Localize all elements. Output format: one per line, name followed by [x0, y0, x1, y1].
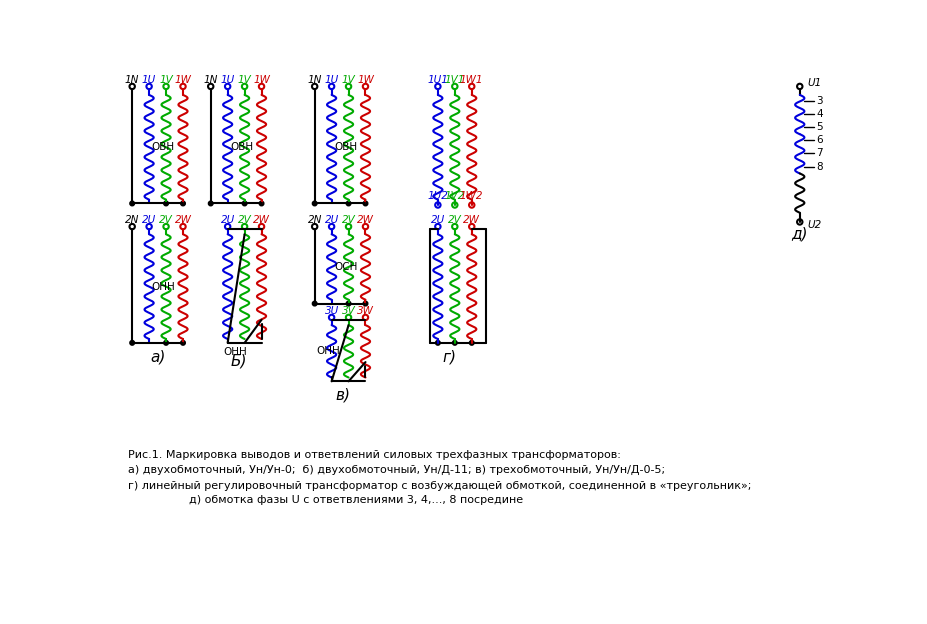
Circle shape: [312, 201, 317, 206]
Text: 1V: 1V: [341, 76, 355, 85]
Circle shape: [163, 341, 168, 345]
Text: 1W: 1W: [357, 76, 374, 85]
Text: 2V: 2V: [448, 215, 462, 225]
Circle shape: [469, 341, 474, 345]
Text: 2U: 2U: [324, 215, 338, 225]
Text: 2N: 2N: [125, 215, 139, 225]
Circle shape: [452, 341, 457, 345]
Text: 1V2: 1V2: [444, 191, 464, 201]
Text: ОСН: ОСН: [334, 262, 357, 272]
Text: 5: 5: [816, 122, 822, 132]
Circle shape: [130, 201, 134, 206]
Text: 2W: 2W: [174, 215, 191, 225]
Text: 3V: 3V: [341, 306, 355, 316]
Text: 1U: 1U: [221, 76, 235, 85]
Text: 1U: 1U: [324, 76, 338, 85]
Circle shape: [181, 341, 185, 345]
Text: 7: 7: [816, 149, 822, 158]
Text: д): д): [791, 227, 807, 241]
Text: ОВН: ОВН: [334, 142, 357, 152]
Circle shape: [435, 341, 439, 345]
Text: а) двухобмоточный, Ун/Ун-0;  б) двухобмоточный, Ун/Д-11; в) трехобмоточный, Ун/У: а) двухобмоточный, Ун/Ун-0; б) двухобмот…: [127, 466, 664, 475]
Circle shape: [242, 201, 247, 206]
Text: ОНН: ОНН: [223, 347, 248, 357]
Circle shape: [181, 201, 185, 206]
Circle shape: [362, 301, 367, 306]
Text: ОВН: ОВН: [151, 142, 174, 152]
Text: 1N: 1N: [307, 76, 322, 85]
Text: Б): Б): [231, 354, 248, 369]
Text: 1N: 1N: [203, 76, 218, 85]
Text: д) обмотка фазы U с ответвлениями 3, 4,..., 8 посредине: д) обмотка фазы U с ответвлениями 3, 4,.…: [189, 495, 523, 505]
Text: 8: 8: [816, 162, 822, 172]
Text: 1U2: 1U2: [427, 191, 448, 201]
Text: U2: U2: [806, 220, 820, 230]
Text: 6: 6: [816, 135, 822, 145]
Text: в): в): [336, 388, 350, 402]
Text: 2V: 2V: [237, 215, 251, 225]
Circle shape: [163, 201, 168, 206]
Text: 1W: 1W: [253, 76, 270, 85]
Text: 2U: 2U: [142, 215, 156, 225]
Circle shape: [130, 341, 134, 345]
Circle shape: [346, 301, 350, 306]
Text: 1V: 1V: [237, 76, 251, 85]
Text: ОНН: ОНН: [316, 346, 339, 356]
Text: Рис.1. Маркировка выводов и ответвлений силовых трехфазных трансформаторов:: Рис.1. Маркировка выводов и ответвлений …: [127, 450, 620, 460]
Text: 2W: 2W: [357, 215, 374, 225]
Text: 1V1: 1V1: [444, 76, 464, 85]
Text: 1V: 1V: [159, 76, 172, 85]
Circle shape: [259, 201, 263, 206]
Text: U1: U1: [806, 79, 820, 89]
Text: ОНН: ОНН: [151, 281, 175, 291]
Text: 3W: 3W: [357, 306, 374, 316]
Text: 1U: 1U: [142, 76, 156, 85]
Text: 1W1: 1W1: [460, 76, 483, 85]
Text: 1U1: 1U1: [427, 76, 448, 85]
Text: 3U: 3U: [324, 306, 338, 316]
Text: 2N: 2N: [307, 215, 322, 225]
Text: г) линейный регулировочный трансформатор с возбуждающей обмоткой, соединенной в : г) линейный регулировочный трансформатор…: [127, 480, 750, 490]
Text: 2V: 2V: [159, 215, 172, 225]
Text: 2U: 2U: [430, 215, 445, 225]
Text: 1N: 1N: [125, 76, 139, 85]
Circle shape: [362, 201, 367, 206]
Text: 2V: 2V: [341, 215, 355, 225]
Text: 1W: 1W: [174, 76, 191, 85]
Text: 2W: 2W: [463, 215, 479, 225]
Text: а): а): [150, 349, 165, 364]
Text: 1W2: 1W2: [460, 191, 483, 201]
Text: 3: 3: [816, 96, 822, 106]
Text: 2U: 2U: [221, 215, 235, 225]
Text: г): г): [442, 349, 456, 364]
Circle shape: [346, 201, 350, 206]
Circle shape: [312, 301, 317, 306]
Circle shape: [209, 201, 213, 206]
Text: 4: 4: [816, 109, 822, 119]
Text: ОВН: ОВН: [230, 142, 253, 152]
Text: 2W: 2W: [253, 215, 270, 225]
